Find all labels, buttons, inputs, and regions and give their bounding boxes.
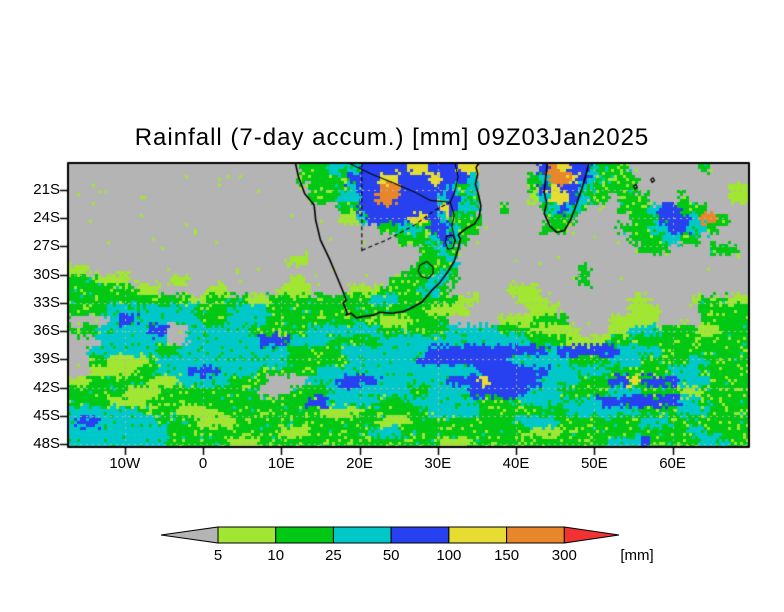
y-tick-label: 45S [33,406,60,424]
y-tick-label: 42S [33,378,60,396]
x-tick-label: 10W [109,455,141,472]
y-tick-label: 39S [33,350,60,368]
x-tick-label: 0 [198,455,208,472]
x-tick-label: 40E [502,455,530,472]
y-tick-label: 36S [33,322,60,340]
x-tick-label: 60E [659,455,686,472]
x-tick-label: 20E [346,455,373,472]
y-tick-label: 27S [33,237,60,255]
x-tick-label: 30E [424,455,452,472]
x-tick-label: 10E [267,455,295,472]
y-tick-label: 30S [33,265,60,283]
y-tick-label: 33S [33,293,60,311]
y-tick-label: 21S [33,181,60,198]
x-tick-label: 50E [580,455,608,472]
y-tick-label: 24S [33,209,60,227]
y-tick-label: 48S [33,434,60,452]
